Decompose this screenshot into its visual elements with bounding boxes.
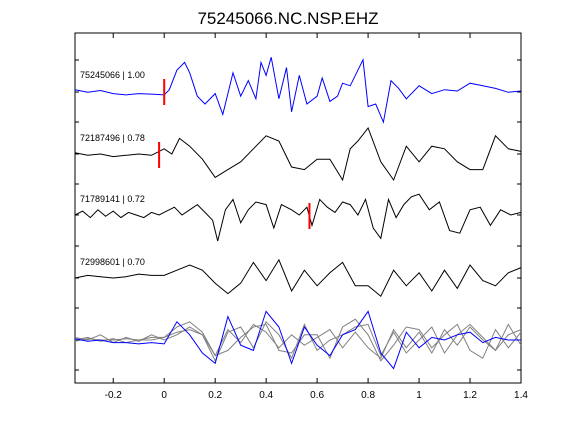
trace-group (74, 57, 522, 297)
trace-line (74, 57, 522, 124)
x-tick-label: 0.4 (259, 390, 273, 401)
trace-label: 75245066 | 1.00 (80, 70, 145, 80)
overlay-stack (74, 310, 522, 370)
x-tick-label: 0.8 (361, 390, 375, 401)
chart-title: 75245066.NC.NSP.EHZ (197, 9, 378, 28)
x-tick-label: 1 (416, 390, 422, 401)
overlay-line (74, 323, 522, 360)
x-tick-label: -0.2 (105, 390, 123, 401)
trace-line (74, 126, 522, 182)
trace-label: 72187496 | 0.78 (80, 133, 145, 143)
x-tick-label: 0.2 (208, 390, 222, 401)
plot-frame (74, 32, 522, 384)
overlay-line (74, 310, 521, 370)
trace-label: 72998601 | 0.70 (80, 257, 145, 267)
x-tick-label: 0 (161, 390, 167, 401)
x-axis: -0.2 0 0.2 0.4 0.6 0.8 1 1.2 1.4 (105, 33, 528, 401)
x-tick-label: 1.4 (514, 390, 528, 401)
overlay-line (74, 320, 522, 362)
trace-line (74, 258, 522, 297)
trace-label: 71789141 | 0.72 (80, 194, 145, 204)
x-tick-label: 0.6 (310, 390, 324, 401)
x-tick-label: 1.2 (463, 390, 477, 401)
trace-line (74, 193, 522, 242)
y-tick-marks (75, 59, 521, 371)
trace-labels: 75245066 | 1.00 72187496 | 0.78 71789141 |… (80, 70, 145, 267)
